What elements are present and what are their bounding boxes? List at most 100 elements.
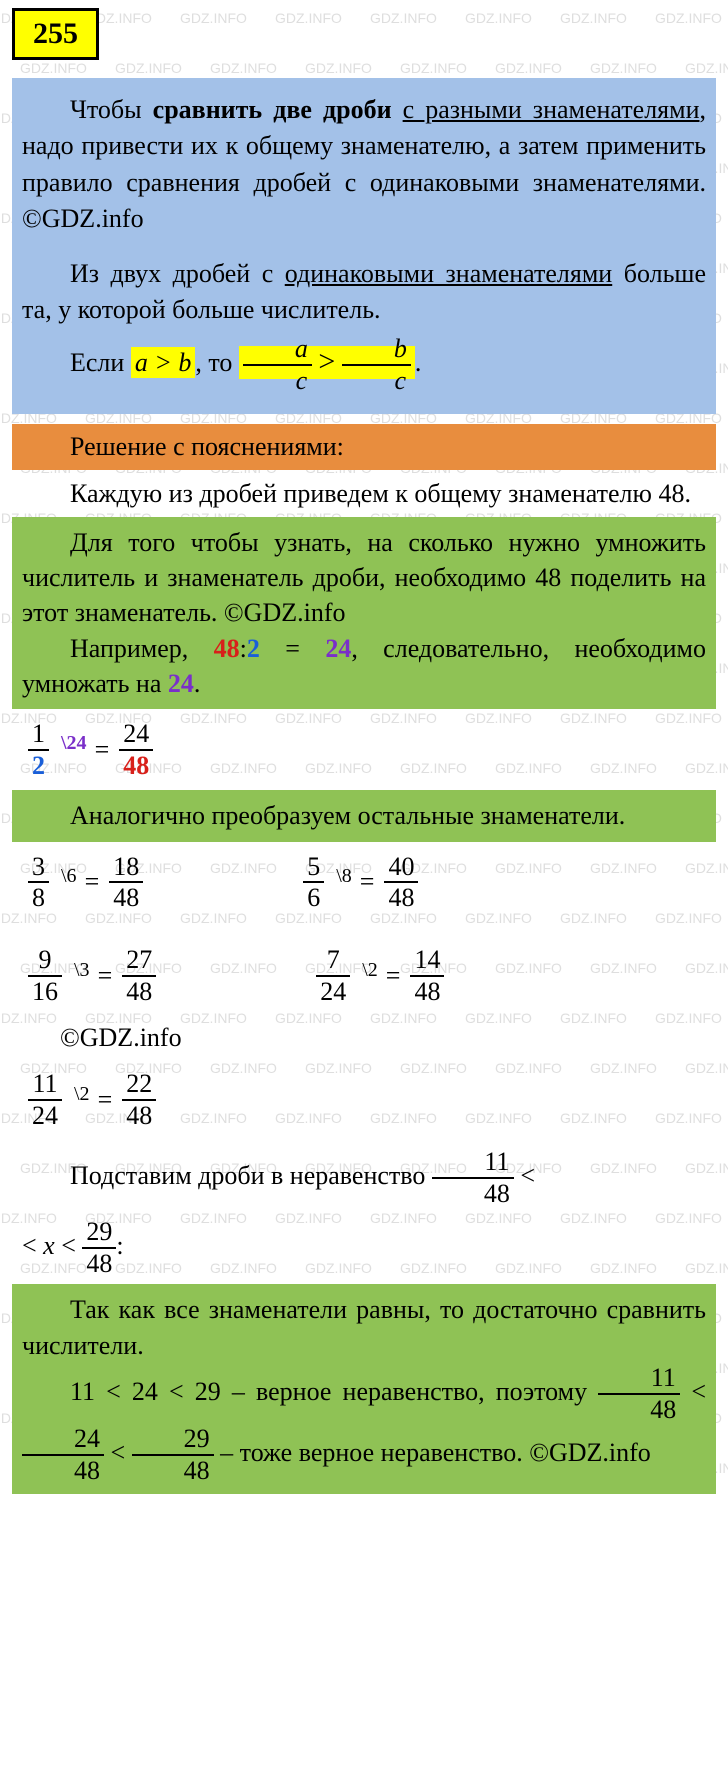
fraction-highlight: ac > bc [239, 346, 415, 379]
multiplier-note: \2 [74, 1083, 90, 1106]
denominator: c [342, 366, 411, 396]
lt-sign: < [680, 1377, 706, 1406]
blue-num: 2 [247, 634, 260, 663]
denominator: 24 [28, 1101, 62, 1131]
denominator: 48 [122, 1101, 156, 1131]
denominator: 48 [410, 977, 444, 1007]
numerator: 22 [122, 1069, 156, 1101]
explanation-p1: Так как все знаменатели равны, то достат… [22, 1292, 706, 1362]
text: Если [70, 348, 131, 377]
numerator: 11 [28, 1069, 62, 1101]
gt-sign: > [318, 345, 335, 378]
denominator: 16 [28, 977, 62, 1007]
problem-number-badge: 255 [12, 8, 99, 60]
equals: = [85, 867, 100, 897]
conversion-2b: 56 \8 = 4048 [303, 852, 418, 914]
multiplier-note: \3 [74, 959, 90, 982]
text: – тоже верное неравенство. ©GDZ.info [214, 1438, 651, 1467]
substitution-text-2: < x < 2948: [12, 1211, 716, 1285]
text: = [260, 634, 325, 663]
denominator: 48 [598, 1395, 680, 1425]
text: . [194, 669, 201, 698]
conversion-3b: 724 \2 = 1448 [316, 945, 444, 1007]
numerator: 18 [109, 852, 143, 884]
numerator: 27 [122, 945, 156, 977]
numerator: 24 [22, 1424, 104, 1456]
denominator: 48 [119, 751, 153, 781]
numerator: b [342, 334, 411, 366]
denominator: 48 [132, 1456, 214, 1486]
explanation-p2: 11 < 24 < 29 – верное неравенство, поэто… [22, 1363, 706, 1487]
denominator: 8 [28, 883, 49, 913]
text: < [22, 1231, 43, 1260]
text: Чтобы [70, 95, 153, 124]
red-num: 48 [214, 634, 240, 663]
explanation-box-3: Так как все знаменатели равны, то достат… [12, 1284, 716, 1494]
numerator: 5 [303, 852, 324, 884]
denominator: 2 [28, 751, 49, 781]
lt-sign: < [104, 1438, 132, 1467]
numerator: 29 [82, 1217, 116, 1249]
denominator: c [243, 366, 312, 396]
underlined-text: одинаковыми знаменателями [285, 259, 612, 288]
denominator: 48 [82, 1249, 116, 1279]
lt-sign: < [514, 1161, 535, 1190]
variable-x: x [43, 1231, 55, 1260]
text: . [415, 348, 422, 377]
text: < [55, 1231, 83, 1260]
theory-paragraph-1: Чтобы сравнить две дроби с разными знаме… [22, 92, 706, 238]
denominator: 48 [384, 883, 418, 913]
conversion-row-2: 38\6 = 1848 56\8 = 4048 [12, 846, 716, 920]
numerator: a [243, 334, 312, 366]
bold-text: сравнить две дроби [153, 95, 392, 124]
equals: = [386, 961, 401, 991]
numerator: 14 [410, 945, 444, 977]
numerator: 3 [28, 852, 49, 884]
substitution-text: Подставим дроби в неравенство 1148 < [12, 1141, 716, 1215]
denominator: 48 [432, 1179, 514, 1209]
text [392, 95, 403, 124]
conversion-1: 12\24 = 2448 [12, 713, 716, 787]
theory-box: Чтобы сравнить две дроби с разными знаме… [12, 78, 716, 414]
step-text: Каждую из дробей приведем к общему знаме… [12, 470, 716, 517]
denominator: 6 [303, 883, 324, 913]
purple-num: 24 [325, 634, 351, 663]
equals: = [360, 867, 375, 897]
text: 11 < 24 < 29 – верное неравенство, поэто… [70, 1377, 598, 1406]
theory-paragraph-2: Из двух дробей с одинаковыми знаменателя… [22, 256, 706, 329]
purple-num: 24 [168, 669, 194, 698]
multiplier-note: \24 [61, 732, 87, 755]
conversion-2a: 38 \6 = 1848 [28, 852, 143, 914]
numerator: 11 [432, 1147, 514, 1179]
explanation-box-2: Аналогично преобразуем остальные знамена… [12, 790, 716, 841]
theory-formula: Если a > b , то ac > bc. [22, 334, 706, 396]
text: : [240, 634, 247, 663]
conversion-row-3: 916\3 = 2748 724\2 = 1448 [12, 939, 716, 1013]
denominator: 24 [316, 977, 350, 1007]
explanation-p2: Например, 48:2 = 24, следовательно, необ… [22, 631, 706, 701]
denominator: 48 [122, 977, 156, 1007]
multiplier-note: \2 [362, 959, 378, 982]
explanation-box-1: Для того чтобы узнать, на сколько нужно … [12, 517, 716, 708]
underlined-text: с разными знаменателями [403, 95, 700, 124]
multiplier-note: \8 [336, 865, 352, 888]
numerator: 9 [28, 945, 62, 977]
conversion-4: 1124 \2 = 2248 [12, 1063, 716, 1137]
solution-header: Решение с пояснениями: [12, 424, 716, 470]
denominator: 48 [22, 1456, 104, 1486]
equals: = [98, 1085, 113, 1115]
denominator: 48 [109, 883, 143, 913]
equals: = [98, 961, 113, 991]
explanation-p1: Для того чтобы узнать, на сколько нужно … [22, 525, 706, 630]
numerator: 7 [316, 945, 350, 977]
text: : [116, 1231, 123, 1260]
text: Подставим дроби в неравенство [70, 1161, 432, 1190]
text: Например, [70, 634, 214, 663]
numerator: 40 [384, 852, 418, 884]
numerator: 29 [132, 1424, 214, 1456]
text: Из двух дробей с [70, 259, 285, 288]
text: , то [195, 348, 239, 377]
conversion-3a: 916 \3 = 2748 [28, 945, 156, 1007]
multiplier-note: \6 [61, 865, 77, 888]
equals: = [95, 735, 110, 765]
